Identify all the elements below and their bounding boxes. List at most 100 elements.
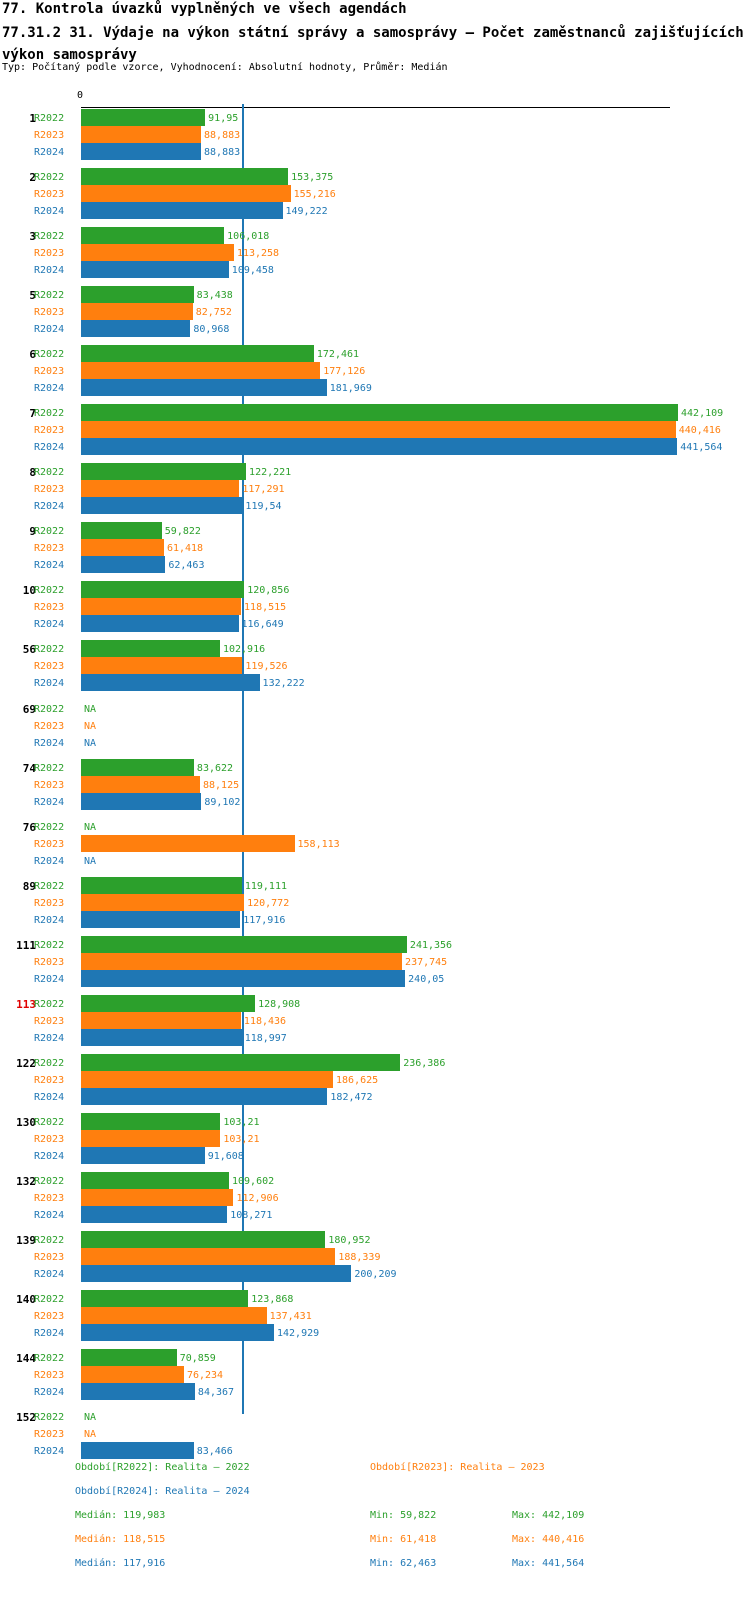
- bar: [81, 581, 245, 599]
- bar-value-label: 80,968: [193, 324, 230, 336]
- series-label-r2022: R2022: [34, 408, 65, 420]
- bar-value-label: NA: [84, 720, 97, 732]
- group-label: 2: [29, 171, 36, 185]
- series-label-r2024: R2024: [34, 206, 65, 218]
- bar-value-label: 236,386: [403, 1057, 446, 1069]
- series-label-r2023: R2023: [34, 130, 65, 141]
- series-label-r2024: R2024: [34, 1091, 65, 1103]
- bar: [81, 1349, 177, 1367]
- group-label: 3: [29, 230, 36, 244]
- bar-value-label: 83,438: [196, 290, 233, 302]
- bar: [81, 1324, 274, 1341]
- series-label-r2024: R2024: [34, 1268, 65, 1280]
- bar: [81, 379, 327, 397]
- bar: [81, 556, 166, 574]
- bar-value-label: 180,952: [328, 1234, 371, 1246]
- series-label-r2022: R2022: [34, 172, 65, 184]
- bar: [81, 303, 193, 321]
- bar: [81, 1264, 352, 1282]
- series-label-r2024: R2024: [34, 1446, 65, 1458]
- group-label: 89: [22, 879, 36, 893]
- series-label-r2022: R2022: [34, 1175, 65, 1187]
- bar: [81, 362, 321, 380]
- bar-value-label: 120,856: [247, 585, 290, 597]
- series-label-r2023: R2023: [34, 1133, 65, 1145]
- bar: [81, 202, 283, 220]
- bar: [81, 935, 407, 953]
- bar-value-label: 117,916: [243, 914, 286, 926]
- group-label: 144: [16, 1352, 36, 1366]
- bar: [81, 598, 242, 616]
- group-label: 130: [16, 1115, 36, 1129]
- bar-value-label: 128,908: [258, 998, 301, 1010]
- group-label: 9: [29, 525, 36, 539]
- series-label-r2023: R2023: [34, 1311, 65, 1322]
- bar: [81, 1290, 249, 1307]
- bar-value-label: NA: [84, 821, 97, 833]
- bar-value-label: 123,868: [251, 1294, 294, 1305]
- plot-top-border: [81, 107, 670, 108]
- bar-value-label: 153,375: [291, 172, 334, 184]
- bar-value-label: 88,883: [204, 147, 241, 158]
- group-label: 139: [16, 1233, 36, 1247]
- series-label-r2022: R2022: [34, 644, 65, 656]
- bar-value-label: NA: [84, 855, 97, 867]
- series-label-r2022: R2022: [34, 585, 65, 597]
- bar: [81, 1112, 221, 1130]
- series-label-r2024: R2024: [34, 383, 65, 395]
- series-label-r2023: R2023: [34, 1370, 65, 1382]
- bar: [81, 227, 225, 245]
- group-label: 10: [22, 584, 36, 598]
- bar-value-label: 442,109: [681, 408, 724, 420]
- series-label-r2024: R2024: [34, 560, 65, 572]
- series-label-r2022: R2022: [34, 762, 65, 774]
- axis-zero-label: 0: [77, 90, 84, 101]
- series-label-r2023: R2023: [34, 838, 65, 850]
- group-label: 74: [22, 761, 36, 775]
- bar-value-label: 89,102: [204, 796, 241, 808]
- bar: [81, 893, 245, 911]
- bar: [81, 758, 194, 776]
- bar: [81, 261, 229, 279]
- bar-value-label: 116,649: [241, 619, 284, 631]
- bar-value-label: 149,222: [285, 206, 328, 218]
- series-label-r2022: R2022: [34, 821, 65, 833]
- bar: [81, 1205, 228, 1223]
- series-label-r2023: R2023: [34, 189, 65, 201]
- bar: [81, 1028, 242, 1046]
- bar-value-label: 119,111: [244, 880, 287, 892]
- bar: [81, 1383, 195, 1401]
- series-label-r2022: R2022: [34, 467, 65, 479]
- chart-title: 77.31.2 31. Výdaje na výkon státní správ…: [2, 25, 744, 63]
- series-label-r2023: R2023: [34, 720, 65, 732]
- series-label-r2024: R2024: [34, 1150, 65, 1162]
- bar-value-label: 237,745: [405, 956, 448, 968]
- bar: [81, 109, 206, 126]
- bar-value-label: 83,466: [196, 1446, 233, 1458]
- bar-value-label: 61,418: [166, 543, 204, 555]
- stat-min: Min: 61,418: [370, 1534, 437, 1545]
- bar: [81, 969, 406, 987]
- group-label: 56: [22, 643, 36, 657]
- series-label-r2024: R2024: [34, 324, 65, 336]
- bar-value-label: 109,602: [232, 1175, 275, 1187]
- series-label-r2023: R2023: [34, 543, 65, 555]
- stat-median: Medián: 118,515: [75, 1534, 166, 1545]
- bar: [81, 674, 260, 692]
- bar-value-label: 62,463: [168, 560, 205, 572]
- series-label-r2022: R2022: [34, 998, 65, 1010]
- bar-value-label: 82,752: [195, 307, 232, 319]
- bar: [81, 497, 243, 515]
- bar: [81, 640, 220, 658]
- bar-value-label: 103,21: [223, 1116, 260, 1128]
- series-label-r2024: R2024: [34, 265, 65, 277]
- bar-value-label: 118,997: [244, 1032, 287, 1044]
- bar-value-label: 70,859: [179, 1353, 216, 1365]
- group-label: 113: [16, 997, 36, 1011]
- group-label: 5: [29, 289, 36, 303]
- series-label-r2024: R2024: [34, 147, 65, 158]
- bar-value-label: 119,54: [245, 501, 282, 513]
- bar-value-label: NA: [84, 737, 97, 749]
- series-label-r2023: R2023: [34, 1429, 65, 1441]
- series-label-r2022: R2022: [34, 526, 65, 538]
